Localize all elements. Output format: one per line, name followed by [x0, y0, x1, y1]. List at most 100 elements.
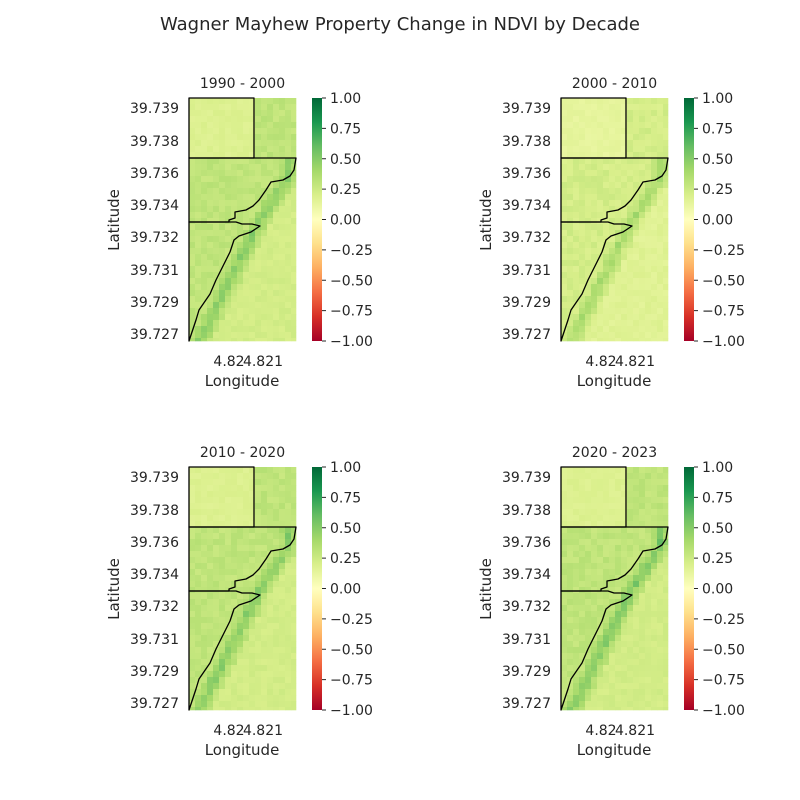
heatmap-cell — [219, 170, 226, 177]
heatmap-cell — [225, 551, 232, 558]
heatmap-cell — [561, 206, 568, 213]
heatmap-cell — [591, 563, 598, 570]
heatmap-cell — [609, 254, 616, 261]
heatmap-cell — [603, 182, 610, 189]
heatmap-cell — [243, 98, 250, 105]
heatmap-cell — [561, 593, 568, 600]
heatmap-cell — [207, 635, 214, 642]
middle-parcel-outline — [188, 157, 297, 223]
heatmap-cell — [615, 242, 622, 249]
heatmap-cell — [279, 479, 286, 486]
heatmap-cell — [213, 146, 220, 153]
heatmap-cell — [597, 116, 604, 123]
heatmap-cell — [261, 569, 268, 576]
heatmap-cell — [291, 104, 297, 111]
heatmap-cell — [597, 152, 604, 159]
heatmap-cell — [285, 539, 292, 546]
heatmap-cell — [639, 617, 646, 624]
heatmap-cell — [213, 611, 220, 618]
heatmap-cell — [591, 647, 598, 654]
heatmap-cell — [633, 485, 640, 492]
south-parcel-outline — [188, 221, 261, 342]
heatmap-cell — [249, 278, 256, 285]
heatmap-cell — [561, 170, 568, 177]
heatmap-cell — [261, 617, 268, 624]
heatmap-cell — [639, 212, 646, 219]
heatmap-cell — [573, 122, 580, 129]
heatmap-cell — [201, 671, 208, 678]
heatmap-cell — [633, 236, 640, 243]
heatmap-cell — [597, 326, 604, 333]
heatmap-cell — [627, 701, 634, 708]
heatmap-cell — [255, 533, 262, 540]
heatmap-cell — [627, 557, 634, 564]
heatmap-cell — [273, 98, 280, 105]
heatmap-cell — [573, 212, 580, 219]
heatmap-cell — [279, 623, 286, 630]
heatmap-cell — [597, 551, 604, 558]
heatmap-cell — [615, 605, 622, 612]
heatmap-cell — [615, 188, 622, 195]
heatmap-cell — [603, 551, 610, 558]
heatmap-cell — [651, 491, 658, 498]
heatmap-cell — [267, 671, 274, 678]
heatmap-cell — [285, 485, 292, 492]
heatmap-cell — [591, 509, 598, 516]
heatmap-cell — [591, 146, 598, 153]
heatmap-cell — [207, 308, 214, 315]
heatmap-cell — [267, 134, 274, 141]
heatmap-cell — [243, 158, 250, 165]
heatmap-cell — [585, 485, 592, 492]
panel-title: 1990 - 2000 — [200, 76, 285, 92]
y-tick-label: 39.727 — [502, 327, 551, 343]
heatmap-cell — [633, 659, 640, 666]
heatmap-cell — [255, 623, 262, 630]
heatmap-cell — [603, 302, 610, 309]
heatmap-cell — [261, 194, 268, 201]
heatmap-cell — [609, 497, 616, 504]
heatmap-cell — [591, 308, 598, 315]
heatmap-cell — [627, 188, 634, 195]
heatmap-cell — [573, 116, 580, 123]
heatmap-cell — [255, 497, 262, 504]
heatmap-cell — [603, 695, 610, 702]
heatmap-cell — [291, 230, 297, 237]
heatmap-cell — [237, 260, 244, 267]
heatmap-cell — [255, 659, 262, 666]
heatmap-cell — [225, 176, 232, 183]
heatmap-cell — [621, 611, 628, 618]
heatmap-cell — [663, 236, 669, 243]
heatmap-cell — [189, 623, 196, 630]
heatmap-cell — [285, 278, 292, 285]
heatmap-cell — [285, 701, 292, 708]
heatmap-cell — [579, 320, 586, 327]
heatmap-cell — [573, 236, 580, 243]
heatmap-cell — [273, 140, 280, 147]
heatmap-cell — [243, 170, 250, 177]
heatmap-cell — [291, 200, 297, 207]
x-tick-label: 4.82 — [585, 354, 616, 370]
heatmap-cell — [273, 272, 280, 279]
heatmap-cell — [237, 116, 244, 123]
heatmap-cell — [663, 611, 669, 618]
heatmap-cell — [255, 284, 262, 291]
heatmap-cell — [225, 134, 232, 141]
heatmap-cell — [597, 581, 604, 588]
heatmap-cell — [255, 695, 262, 702]
heatmap-cell — [273, 623, 280, 630]
heatmap-cell — [273, 473, 280, 480]
heatmap-cell — [267, 158, 274, 165]
heatmap-cell — [609, 314, 616, 321]
heatmap-grid — [561, 467, 669, 711]
heatmap-cell — [657, 140, 664, 147]
heatmap-cell — [225, 122, 232, 129]
heatmap-cell — [207, 224, 214, 231]
heatmap-cell — [267, 170, 274, 177]
heatmap-cell — [651, 701, 658, 708]
heatmap-cell — [237, 701, 244, 708]
heatmap-cell — [663, 617, 669, 624]
heatmap-cell — [645, 140, 652, 147]
heatmap-cell — [567, 200, 574, 207]
heatmap-cell — [615, 617, 622, 624]
heatmap-cell — [615, 707, 622, 711]
